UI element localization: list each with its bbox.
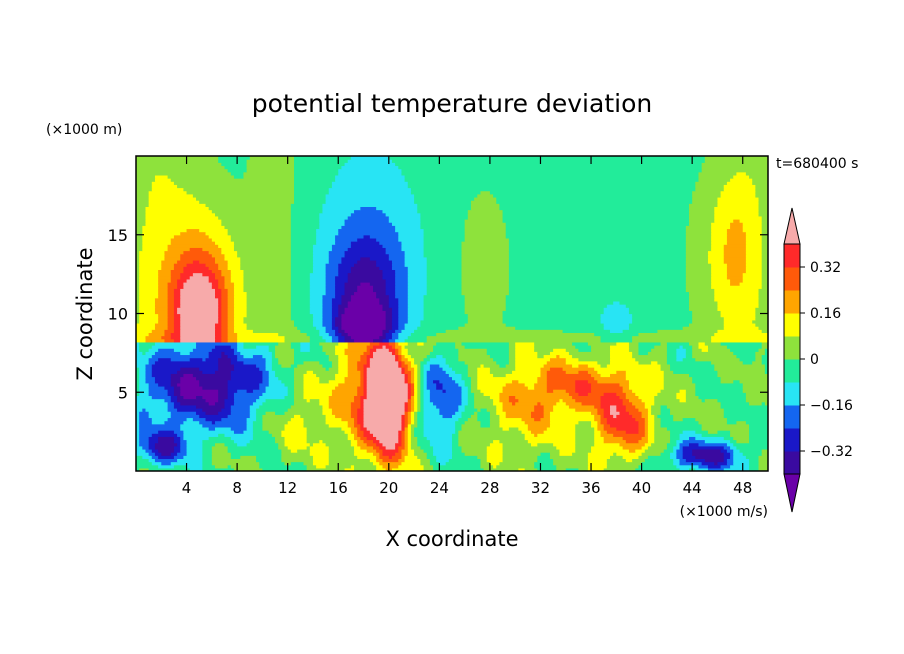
y-unit-label: (×1000 m) — [46, 122, 122, 138]
x-tick-label: 20 — [379, 479, 398, 497]
colorbar-band — [784, 382, 800, 406]
colorbar-band — [784, 267, 800, 291]
colorbar-tick-label: −0.32 — [810, 444, 853, 460]
x-tick-label: 32 — [531, 479, 550, 497]
colorbar-band — [784, 428, 800, 452]
x-tick-label: 36 — [581, 479, 600, 497]
colorbar-tick-label: 0.16 — [810, 306, 841, 322]
colorbar-band — [784, 290, 800, 314]
x-tick-label: 24 — [430, 479, 449, 497]
chart-title: potential temperature deviation — [252, 89, 652, 118]
x-axis-label: X coordinate — [385, 527, 518, 551]
colorbar-band — [784, 244, 800, 268]
x-tick-label: 48 — [733, 479, 752, 497]
x-tick-label: 12 — [278, 479, 297, 497]
colorbar-tick-label: 0.32 — [810, 260, 841, 276]
y-tick-label: 5 — [118, 383, 128, 402]
x-tick-label: 8 — [232, 479, 242, 497]
x-axis: 4 8 12 16 20 24 28 32 36 40 44 48 — [182, 156, 752, 497]
colorbar: 0.32 0.16 0 −0.16 −0.32 — [783, 207, 853, 513]
x-unit-label: (×1000 m/s) — [680, 504, 768, 520]
colorbar-tick-label: −0.16 — [810, 398, 853, 414]
colorbar-band — [784, 405, 800, 429]
colorbar-band — [784, 451, 800, 475]
colorbar-band — [784, 359, 800, 383]
y-tick-label: 10 — [108, 305, 128, 324]
contour-field — [136, 156, 768, 471]
x-tick-label: 44 — [683, 479, 702, 497]
x-tick-label: 28 — [480, 479, 499, 497]
x-tick-label: 4 — [182, 479, 192, 497]
time-label: t=680400 s — [776, 156, 858, 172]
x-tick-label: 16 — [329, 479, 348, 497]
colorbar-band — [784, 313, 800, 337]
x-tick-label: 40 — [632, 479, 651, 497]
y-axis-label: Z coordinate — [73, 247, 97, 380]
colorbar-band — [784, 336, 800, 360]
colorbar-max-triangle — [783, 207, 801, 245]
colorbar-min-triangle — [783, 473, 801, 513]
y-axis: 5 10 15 — [108, 226, 768, 402]
colorbar-tick-label: 0 — [810, 352, 819, 368]
y-tick-label: 15 — [108, 226, 128, 245]
